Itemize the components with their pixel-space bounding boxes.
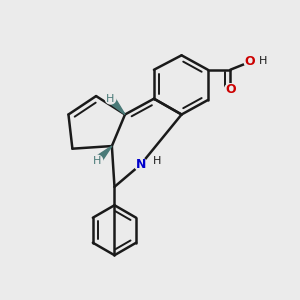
Circle shape — [105, 93, 116, 104]
Text: N: N — [136, 158, 146, 171]
Polygon shape — [107, 96, 125, 115]
Circle shape — [244, 56, 256, 68]
Text: H: H — [259, 56, 267, 66]
Polygon shape — [94, 146, 112, 164]
Text: O: O — [225, 83, 236, 96]
Circle shape — [224, 84, 236, 95]
Circle shape — [134, 158, 147, 171]
Circle shape — [92, 155, 103, 166]
Text: H: H — [93, 155, 102, 166]
Text: O: O — [244, 56, 255, 68]
Text: H: H — [106, 94, 115, 104]
Text: H: H — [152, 156, 161, 166]
